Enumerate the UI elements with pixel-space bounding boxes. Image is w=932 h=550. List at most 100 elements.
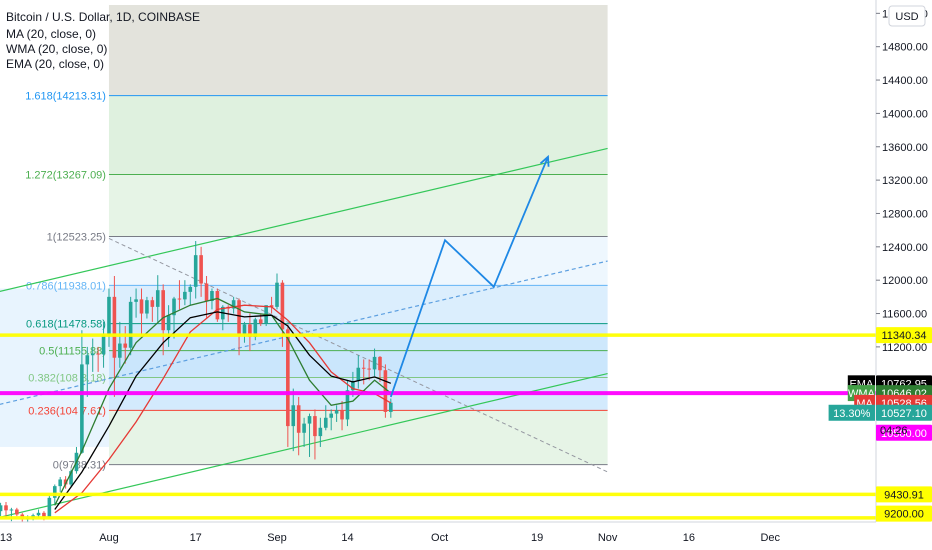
candle-body[interactable] [161, 290, 165, 331]
candle-body[interactable] [329, 413, 333, 418]
candle-body[interactable] [296, 405, 301, 433]
candle-body[interactable] [318, 427, 323, 437]
time-axis: 13 Aug 17 Sep 14 Oct 19 Nov 16 Dec [0, 521, 932, 550]
time-tick-label: Dec [760, 532, 780, 544]
candle-body[interactable] [15, 509, 19, 515]
projection-path[interactable] [389, 156, 549, 398]
candle-body[interactable] [96, 353, 100, 355]
currency-button[interactable]: USD [888, 5, 926, 27]
time-tick-label: 16 [683, 532, 695, 544]
indicator-price-label-bg [876, 404, 932, 421]
candle-body[interactable] [258, 319, 263, 324]
candle-body[interactable] [101, 334, 106, 355]
candle-body[interactable] [291, 405, 296, 427]
candle-body[interactable] [356, 367, 361, 382]
candle-body[interactable] [145, 300, 149, 314]
candle-body[interactable] [378, 356, 382, 371]
candle-body[interactable] [134, 299, 138, 302]
candle-body[interactable] [42, 512, 46, 517]
candle-body[interactable] [0, 505, 3, 512]
candle-body[interactable] [204, 283, 209, 302]
candle-body[interactable] [58, 479, 62, 487]
candle-body[interactable] [345, 390, 350, 420]
candle-body[interactable] [253, 319, 258, 337]
candle-body[interactable] [307, 416, 312, 424]
candle-body[interactable] [237, 300, 241, 335]
price-tick-label: 14800.00 [882, 42, 928, 54]
candle-body[interactable] [389, 402, 393, 412]
candle-body[interactable] [323, 417, 328, 428]
fib-left-zone [0, 288, 109, 447]
price-tick-label: 14400.00 [882, 75, 928, 87]
candle-body[interactable] [139, 299, 144, 314]
candle-body[interactable] [193, 255, 198, 287]
indicator-ma[interactable]: MA (20, close, 0) [6, 27, 96, 41]
candle-body[interactable] [210, 291, 214, 302]
candle-body[interactable] [63, 479, 68, 485]
candle-body[interactable] [112, 296, 117, 358]
time-tick-label: 13 [0, 532, 12, 544]
candle-body[interactable] [85, 355, 90, 365]
candle-body[interactable] [47, 497, 52, 517]
fib-level-label: 1.618(14213.31) [25, 91, 106, 103]
candle-body[interactable] [286, 329, 290, 427]
fib-level-label: 0.382(108 3.18) [28, 372, 106, 384]
candle-body[interactable] [172, 298, 176, 316]
candle-body[interactable] [351, 381, 355, 391]
candle-body[interactable] [128, 301, 133, 348]
price-tick-label: 13200.00 [882, 175, 928, 187]
candle-body[interactable] [177, 298, 182, 300]
candle-body[interactable] [372, 356, 377, 370]
candle-body[interactable] [52, 486, 57, 498]
yellow-price-label: 9200.00 [884, 509, 924, 521]
candle-body[interactable] [361, 367, 366, 369]
yellow-price-label-bg [876, 327, 932, 344]
extra-price-label-bg [876, 424, 932, 441]
candle-body[interactable] [302, 423, 306, 433]
indicator-ema[interactable]: EMA (20, close, 0) [6, 57, 104, 71]
candle-body[interactable] [275, 282, 279, 307]
candle-body[interactable] [313, 416, 317, 437]
candle-body[interactable] [4, 505, 8, 511]
yellow-price-label-bg [876, 505, 932, 522]
candle-body[interactable] [367, 368, 371, 370]
candle-body[interactable] [269, 305, 274, 307]
indicator-wma[interactable]: WMA (20, close, 0) [6, 42, 107, 56]
line-ma [54, 304, 392, 514]
candle-body[interactable] [123, 343, 128, 348]
candle-body[interactable] [69, 471, 73, 485]
candle-body[interactable] [166, 315, 171, 331]
price-tick-label: 11600.00 [882, 309, 927, 321]
price-axis-background [876, 0, 932, 550]
time-tick-label: Nov [598, 532, 618, 544]
candle-body[interactable] [280, 282, 285, 330]
fib-zone [108, 5, 608, 96]
candle-body[interactable] [107, 296, 111, 335]
candle-body[interactable] [242, 324, 247, 335]
candle-body[interactable] [9, 509, 14, 511]
candle-body[interactable] [155, 290, 160, 307]
candle-body[interactable] [188, 286, 193, 292]
fib-level-label: 0.5(11155.88) [39, 346, 106, 358]
candle-body[interactable] [36, 512, 41, 516]
fib-zone [108, 285, 608, 324]
candle-body[interactable] [183, 291, 187, 300]
moving-averages [54, 297, 392, 514]
yellow-price-label: 11340.34 [881, 330, 926, 342]
candle-body[interactable] [340, 410, 344, 420]
time-tick-label: 19 [531, 532, 543, 544]
legend: Bitcoin / U.S. Dollar, 1D, COINBASE MA (… [6, 10, 200, 71]
candle-body[interactable] [215, 291, 220, 320]
countdown-timer: 04:26 [880, 425, 908, 437]
candle-body[interactable] [248, 324, 252, 337]
candle-body[interactable] [199, 255, 203, 284]
candle-body[interactable] [231, 300, 236, 309]
candle-body[interactable] [150, 300, 155, 307]
candle-body[interactable] [334, 410, 339, 414]
candle-body[interactable] [90, 353, 95, 356]
candle-body[interactable] [118, 343, 122, 358]
candle-body[interactable] [80, 364, 84, 453]
